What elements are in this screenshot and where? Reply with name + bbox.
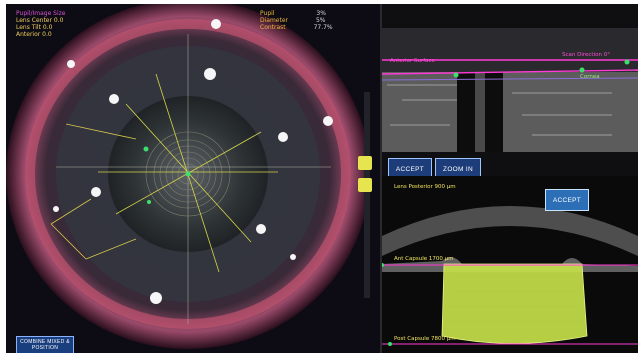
lens-posterior-label: Lens Posterior 900 µm: [394, 184, 456, 190]
eye-camera-view[interactable]: Pupil/Image Size Lens Center 0.0 Lens Ti…: [6, 4, 382, 353]
combine-position-button[interactable]: COMBINE MIXED & POSITION: [16, 336, 74, 353]
slider-handle-lower[interactable]: [358, 178, 372, 192]
oct-top-image: [382, 4, 638, 176]
oct-lens-image: [382, 176, 638, 353]
stats-header: Pupil/Image Size: [16, 10, 66, 17]
vertical-slider-track[interactable]: [364, 92, 370, 298]
right-stats-block: Pupil 3% Diameter 5% Contrast 77.7%: [260, 10, 333, 31]
scan-direction-label: Scan Direction 0°: [562, 52, 610, 58]
cornea-label: Cornea: [580, 74, 600, 80]
stat-row: Contrast 77.7%: [260, 24, 333, 31]
stats-block: Pupil/Image Size Lens Center 0.0 Lens Ti…: [16, 10, 66, 38]
stat-line: Anterior 0.0: [16, 31, 52, 38]
accept-lens-button[interactable]: ACCEPT: [545, 189, 589, 211]
marker-dots: [143, 146, 191, 204]
ant-capsule-label: Ant Capsule 1700 µm: [394, 256, 454, 262]
stat-row: Pupil 3%: [260, 10, 326, 17]
stat-row: Diameter 5%: [260, 17, 326, 24]
lens-fill: [442, 264, 587, 344]
oct-scan-lens[interactable]: Lens Posterior 900 µm Ant Capsule 1700 µ…: [382, 176, 638, 353]
stat-line: Lens Center 0.0: [16, 17, 64, 24]
stat-line: Lens Tilt 0.0: [16, 24, 53, 31]
cornea-band: [382, 206, 638, 256]
light-reflections: [53, 19, 333, 304]
eye-image: [6, 4, 380, 353]
anterior-surface-label: Anterior Surface: [390, 58, 435, 64]
slider-handle-upper[interactable]: [358, 156, 372, 170]
oct-scan-top[interactable]: Scan Direction 0° Anterior Surface Corne…: [382, 4, 638, 176]
crosshair: [56, 34, 331, 324]
post-capsule-label: Post Capsule 7800 µm: [394, 336, 456, 342]
